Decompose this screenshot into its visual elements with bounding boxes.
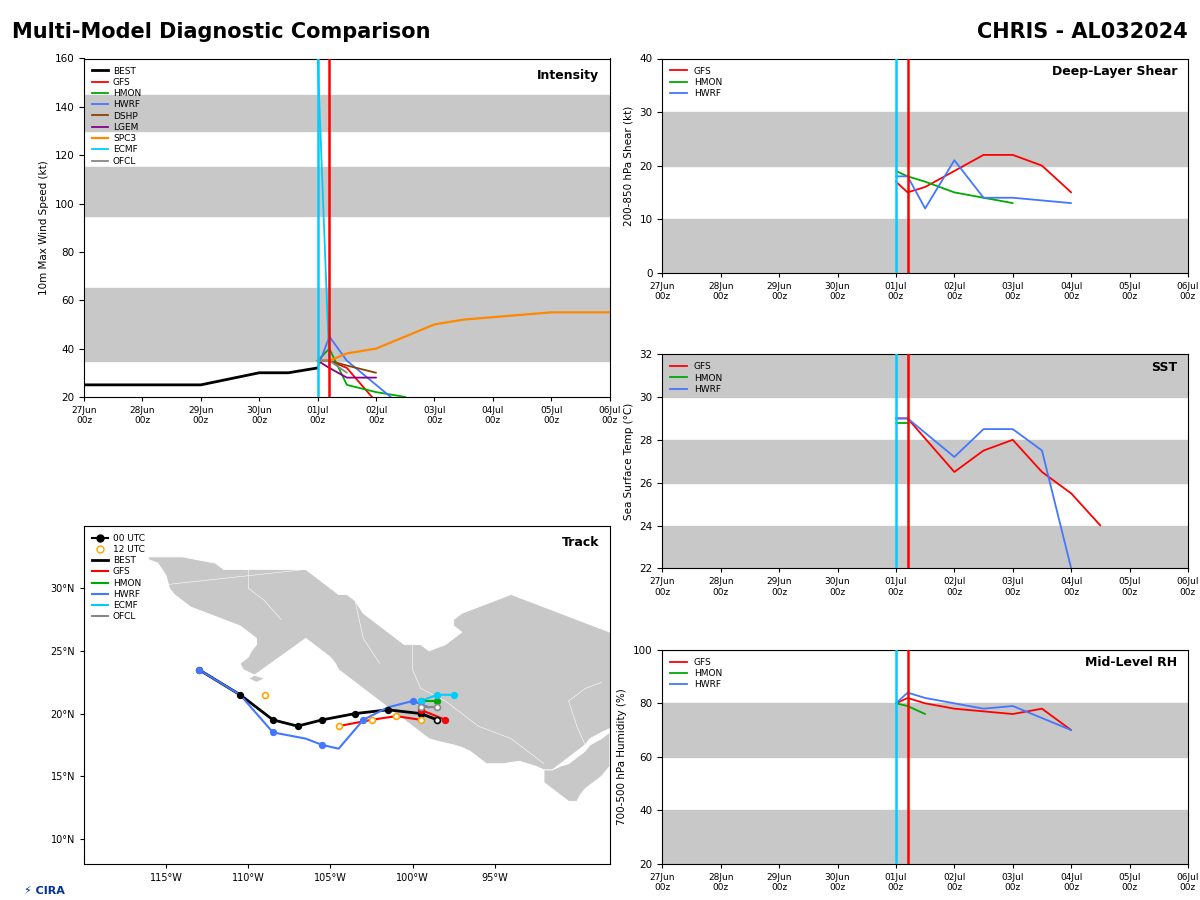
Point xyxy=(412,694,431,708)
Text: Deep-Layer Shear: Deep-Layer Shear xyxy=(1052,65,1177,78)
Point xyxy=(362,713,382,727)
Point xyxy=(412,700,431,715)
Point xyxy=(427,700,446,715)
Point xyxy=(354,713,373,727)
Bar xyxy=(84,288,610,361)
Bar xyxy=(662,220,1188,273)
Point xyxy=(403,694,422,708)
Y-axis label: 200-850 hPa Shear (kt): 200-850 hPa Shear (kt) xyxy=(624,105,634,226)
Point xyxy=(444,688,463,702)
Point xyxy=(288,719,307,733)
Text: Intensity: Intensity xyxy=(538,68,599,82)
Point xyxy=(412,706,431,721)
Y-axis label: 10m Max Wind Speed (kt): 10m Max Wind Speed (kt) xyxy=(38,160,49,295)
Legend: 00 UTC, 12 UTC, BEST, GFS, HMON, HWRF, ECMF, OFCL: 00 UTC, 12 UTC, BEST, GFS, HMON, HWRF, E… xyxy=(89,530,149,626)
Bar xyxy=(662,440,1188,482)
Legend: BEST, GFS, HMON, HWRF, DSHP, LGEM, SPC3, ECMF, OFCL: BEST, GFS, HMON, HWRF, DSHP, LGEM, SPC3,… xyxy=(89,63,145,169)
Polygon shape xyxy=(544,733,610,801)
Point xyxy=(427,688,446,702)
Point xyxy=(329,719,348,733)
Text: CHRIS - AL032024: CHRIS - AL032024 xyxy=(977,22,1188,42)
Point xyxy=(412,713,431,727)
Bar xyxy=(84,167,610,216)
Bar xyxy=(662,112,1188,166)
Bar xyxy=(662,810,1188,864)
Point xyxy=(346,706,365,721)
Point xyxy=(378,703,397,717)
Text: SST: SST xyxy=(1151,361,1177,374)
Bar xyxy=(662,526,1188,569)
Point xyxy=(412,703,431,717)
Point xyxy=(427,713,446,727)
Text: Mid-Level RH: Mid-Level RH xyxy=(1085,656,1177,670)
Point xyxy=(386,709,406,724)
Polygon shape xyxy=(132,557,642,770)
Point xyxy=(313,738,332,752)
Point xyxy=(190,662,209,677)
Text: ⚡ CIRA: ⚡ CIRA xyxy=(24,886,65,896)
Point xyxy=(412,694,431,708)
Point xyxy=(256,688,275,702)
Point xyxy=(313,713,332,727)
Bar xyxy=(84,94,610,131)
Y-axis label: 700-500 hPa Humidity (%): 700-500 hPa Humidity (%) xyxy=(617,688,628,825)
Point xyxy=(263,725,282,740)
Point xyxy=(190,662,209,677)
Text: Track: Track xyxy=(562,536,599,549)
Point xyxy=(427,694,446,708)
Text: Multi-Model Diagnostic Comparison: Multi-Model Diagnostic Comparison xyxy=(12,22,431,42)
Bar xyxy=(662,623,1188,650)
Point xyxy=(263,713,282,727)
Bar xyxy=(662,703,1188,757)
Y-axis label: Sea Surface Temp (°C): Sea Surface Temp (°C) xyxy=(624,402,634,520)
Bar xyxy=(662,354,1188,397)
Legend: GFS, HMON, HWRF: GFS, HMON, HWRF xyxy=(667,654,726,693)
Point xyxy=(230,688,250,702)
Legend: GFS, HMON, HWRF: GFS, HMON, HWRF xyxy=(667,358,726,398)
Point xyxy=(436,713,455,727)
Legend: GFS, HMON, HWRF: GFS, HMON, HWRF xyxy=(667,63,726,102)
